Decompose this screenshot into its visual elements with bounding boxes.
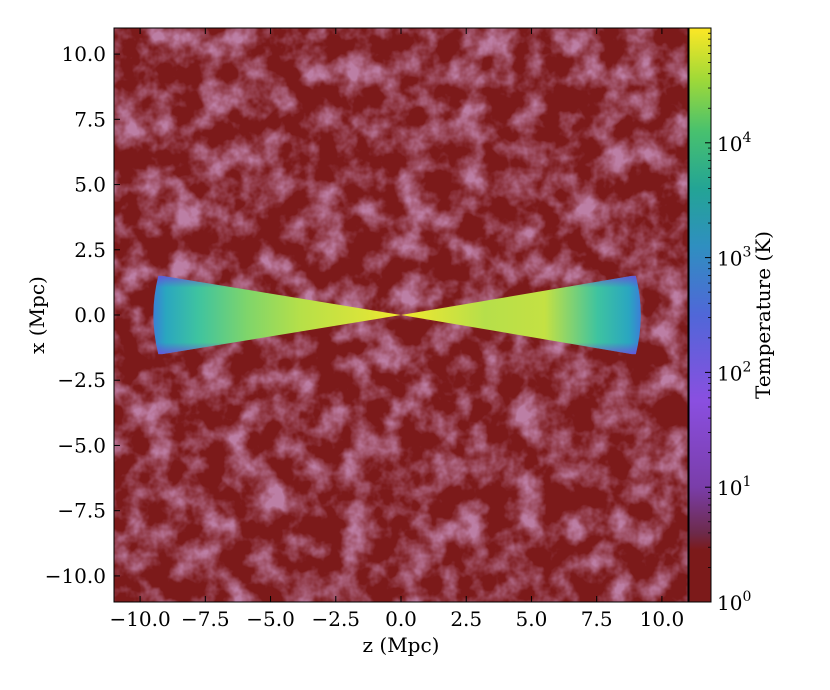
- colorbar-tick-label: 102: [717, 359, 751, 385]
- x-tick-label: −7.5: [181, 607, 230, 631]
- left-cone-edge-shade: [153, 275, 401, 355]
- x-tick-label: −10.0: [109, 607, 170, 631]
- colorbar-tick-label: 103: [717, 245, 751, 271]
- colorbar-tick-exponent: 1: [742, 474, 751, 490]
- colorbar-tick-exponent: 4: [742, 130, 751, 146]
- colorbar-tick-base: 10: [717, 591, 742, 615]
- y-tick-label: 2.5: [74, 238, 106, 262]
- y-tick-label: −2.5: [57, 368, 106, 392]
- colorbar-tick-base: 10: [717, 132, 742, 156]
- colorbar-tick-label: 101: [717, 474, 751, 500]
- y-tick-label: 7.5: [74, 107, 106, 131]
- colorbar-tick-base: 10: [717, 247, 742, 271]
- x-tick-label: 5.0: [516, 607, 548, 631]
- x-axis: −10.0 −7.5 −5.0 −2.5 0.0 2.5 5.0 7.5 10.0: [109, 28, 684, 631]
- colorbar-tick-label: 104: [717, 130, 751, 156]
- colorbar-tick-base: 10: [717, 476, 742, 500]
- y-axis-label: x (Mpc): [25, 276, 49, 354]
- colorbar-tick-exponent: 3: [742, 245, 751, 261]
- x-tick-label: 10.0: [640, 607, 685, 631]
- x-axis-label: z (Mpc): [363, 633, 440, 657]
- y-tick-label: 10.0: [61, 42, 106, 66]
- y-tick-label: 5.0: [74, 173, 106, 197]
- x-tick-label: 7.5: [581, 607, 613, 631]
- right-cone-edge-shade: [401, 275, 641, 355]
- colorbar-tick-exponent: 2: [742, 359, 751, 375]
- colorbar-tick-label: 100: [717, 589, 751, 615]
- x-tick-label: 0.0: [385, 607, 417, 631]
- colorbar-tick-base: 10: [717, 361, 742, 385]
- colorbar-gradient-bar: [688, 27, 712, 603]
- y-tick-label: −10.0: [45, 564, 106, 588]
- colorbar-label: Temperature (K): [751, 231, 775, 399]
- y-axis: −10.0 −7.5 −5.0 −2.5 0.0 2.5 5.0 7.5 10.0: [45, 42, 120, 588]
- colorbar-tick-exponent: 0: [742, 589, 751, 605]
- y-tick-label: −5.0: [57, 433, 106, 457]
- plot-area: [114, 28, 688, 602]
- y-tick-label: 0.0: [74, 303, 106, 327]
- y-tick-label: −7.5: [57, 499, 106, 523]
- x-tick-label: −5.0: [246, 607, 295, 631]
- x-tick-label: 2.5: [450, 607, 482, 631]
- x-tick-label: −2.5: [311, 607, 360, 631]
